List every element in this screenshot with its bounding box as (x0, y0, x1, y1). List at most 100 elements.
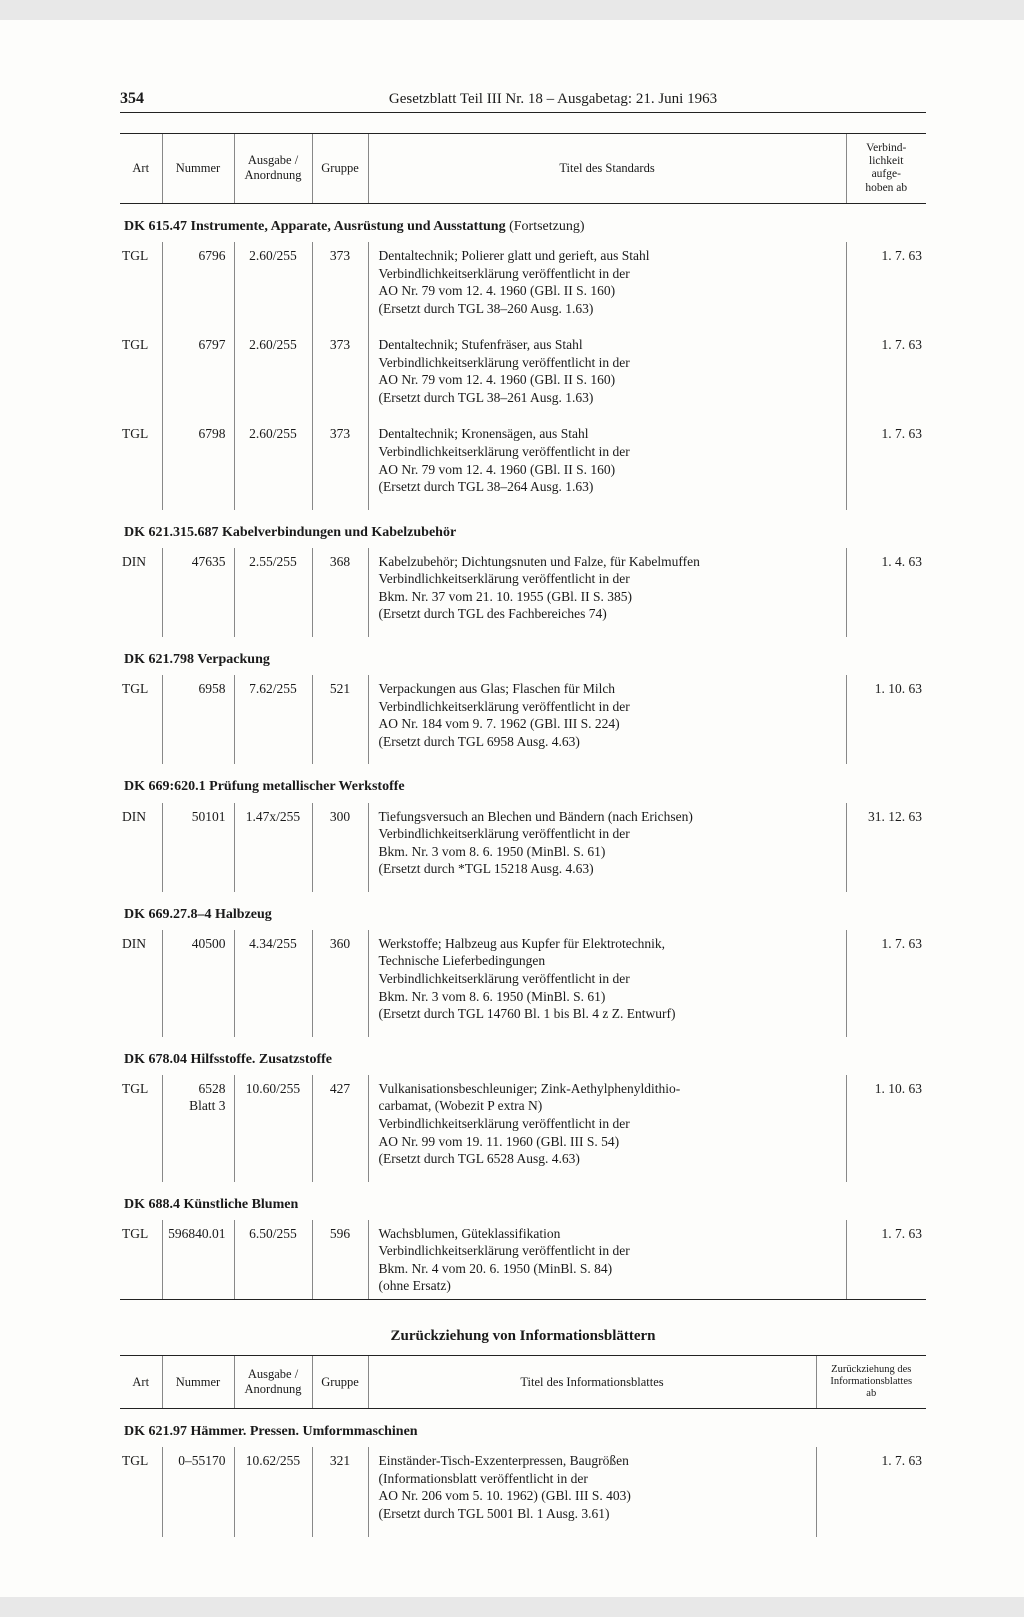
cell-titel: Verpackungen aus Glas; Flaschen für Milc… (368, 675, 846, 764)
cell-art: DIN (120, 803, 162, 892)
cell-verbind: 31. 12. 63 (846, 803, 926, 892)
cell-ausgabe: 2.60/255 (234, 331, 312, 420)
cell-nummer: 50101 (162, 803, 234, 892)
section-heading-row: DK 669:620.1 Prüfung metallischer Werkst… (120, 764, 926, 802)
cell-verbind: 1. 7. 63 (816, 1447, 926, 1536)
col-nummer: Nummer (162, 134, 234, 204)
col-ausgabe: Ausgabe / Anordnung (234, 1355, 312, 1408)
section-heading: DK 669:620.1 Prüfung metallischer Werkst… (120, 764, 926, 802)
cell-art: DIN (120, 930, 162, 1037)
col-gruppe: Gruppe (312, 1355, 368, 1408)
section-heading-row: DK 678.04 Hilfsstoffe. Zusatzstoffe (120, 1037, 926, 1075)
col-nummer: Nummer (162, 1355, 234, 1408)
col-titel: Titel des Standards (368, 134, 846, 204)
section-heading: DK 621.798 Verpackung (120, 637, 926, 675)
table-row: DIN405004.34/255360Werkstoffe; Halbzeug … (120, 930, 926, 1037)
page-header: 354 Gesetzblatt Teil III Nr. 18 – Ausgab… (120, 90, 926, 113)
cell-art: TGL (120, 1075, 162, 1182)
table-header: Art Nummer Ausgabe / Anordnung Gruppe Ti… (120, 134, 926, 204)
cell-gruppe: 373 (312, 331, 368, 420)
col-verbind: Zurückziehung des Informationsblattes ab (816, 1355, 926, 1408)
col-art: Art (120, 1355, 162, 1408)
cell-art: TGL (120, 1220, 162, 1300)
section-heading: DK 678.04 Hilfsstoffe. Zusatzstoffe (120, 1037, 926, 1075)
col-art: Art (120, 134, 162, 204)
cell-nummer: 47635 (162, 548, 234, 637)
cell-gruppe: 596 (312, 1220, 368, 1300)
cell-titel: Wachsblumen, Güteklassifikation Verbindl… (368, 1220, 846, 1300)
cell-verbind: 1. 10. 63 (846, 1075, 926, 1182)
cell-art: TGL (120, 675, 162, 764)
cell-gruppe: 360 (312, 930, 368, 1037)
info-table-header: Art Nummer Ausgabe / Anordnung Gruppe Ti… (120, 1355, 926, 1408)
cell-titel: Dentaltechnik; Polierer glatt und gerief… (368, 242, 846, 331)
document-page: 354 Gesetzblatt Teil III Nr. 18 – Ausgab… (0, 20, 1024, 1597)
cell-gruppe: 427 (312, 1075, 368, 1182)
cell-ausgabe: 6.50/255 (234, 1220, 312, 1300)
cell-art: TGL (120, 331, 162, 420)
table-row: TGL6528 Blatt 310.60/255427Vulkanisation… (120, 1075, 926, 1182)
cell-titel: Dentaltechnik; Stufenfräser, aus Stahl V… (368, 331, 846, 420)
cell-ausgabe: 7.62/255 (234, 675, 312, 764)
col-titel: Titel des Informationsblattes (368, 1355, 816, 1408)
table-row: TGL0–5517010.62/255321Einständer-Tisch-E… (120, 1447, 926, 1536)
cell-art: TGL (120, 420, 162, 509)
cell-art: TGL (120, 242, 162, 331)
header-title: Gesetzblatt Teil III Nr. 18 – Ausgabetag… (180, 91, 926, 108)
cell-titel: Vulkanisationsbeschleuniger; Zink-Aethyl… (368, 1075, 846, 1182)
table-body: DK 615.47 Instrumente, Apparate, Ausrüst… (120, 203, 926, 1299)
cell-gruppe: 521 (312, 675, 368, 764)
cell-gruppe: 373 (312, 420, 368, 509)
section-heading: DK 688.4 Künstliche Blumen (120, 1182, 926, 1220)
cell-nummer: 6958 (162, 675, 234, 764)
cell-verbind: 1. 10. 63 (846, 675, 926, 764)
cell-titel: Dentaltechnik; Kronensägen, aus Stahl Ve… (368, 420, 846, 509)
info-table: Art Nummer Ausgabe / Anordnung Gruppe Ti… (120, 1355, 926, 1537)
col-verbind: Verbind- lichkeit aufge- hoben ab (846, 134, 926, 204)
col-gruppe: Gruppe (312, 134, 368, 204)
section-heading: DK 615.47 Instrumente, Apparate, Ausrüst… (120, 203, 926, 242)
cell-art: DIN (120, 548, 162, 637)
section-heading-row: DK 621.798 Verpackung (120, 637, 926, 675)
section-heading: DK 621.315.687 Kabelverbindungen und Kab… (120, 510, 926, 548)
cell-verbind: 1. 7. 63 (846, 420, 926, 509)
cell-nummer: 596840.01 (162, 1220, 234, 1300)
cell-art: TGL (120, 1447, 162, 1536)
cell-verbind: 1. 4. 63 (846, 548, 926, 637)
cell-nummer: 6528 Blatt 3 (162, 1075, 234, 1182)
section-heading: DK 669.27.8–4 Halbzeug (120, 892, 926, 930)
cell-titel: Kabelzubehör; Dichtungsnuten und Falze, … (368, 548, 846, 637)
cell-ausgabe: 10.62/255 (234, 1447, 312, 1536)
cell-ausgabe: 2.55/255 (234, 548, 312, 637)
cell-titel: Werkstoffe; Halbzeug aus Kupfer für Elek… (368, 930, 846, 1037)
cell-titel: Tiefungsversuch an Blechen und Bändern (… (368, 803, 846, 892)
cell-ausgabe: 4.34/255 (234, 930, 312, 1037)
section-subtitle: Zurückziehung von Informationsblättern (120, 1328, 926, 1345)
section-heading-row: DK 669.27.8–4 Halbzeug (120, 892, 926, 930)
section-heading-row: DK 688.4 Künstliche Blumen (120, 1182, 926, 1220)
info-table-body: DK 621.97 Hämmer. Pressen. Umformmaschin… (120, 1409, 926, 1537)
table-row: DIN476352.55/255368Kabelzubehör; Dichtun… (120, 548, 926, 637)
table-row: TGL67982.60/255373Dentaltechnik; Kronens… (120, 420, 926, 509)
cell-gruppe: 300 (312, 803, 368, 892)
table-row: TGL67962.60/255373Dentaltechnik; Poliere… (120, 242, 926, 331)
cell-nummer: 6798 (162, 420, 234, 509)
col-ausgabe: Ausgabe / Anordnung (234, 134, 312, 204)
section-heading-row: DK 621.315.687 Kabelverbindungen und Kab… (120, 510, 926, 548)
cell-ausgabe: 2.60/255 (234, 420, 312, 509)
cell-nummer: 6796 (162, 242, 234, 331)
cell-nummer: 6797 (162, 331, 234, 420)
cell-gruppe: 321 (312, 1447, 368, 1536)
table-row: TGL67972.60/255373Dentaltechnik; Stufenf… (120, 331, 926, 420)
cell-nummer: 0–55170 (162, 1447, 234, 1536)
table-row: DIN501011.47x/255300Tiefungsversuch an B… (120, 803, 926, 892)
section-heading-row: DK 615.47 Instrumente, Apparate, Ausrüst… (120, 203, 926, 242)
cell-verbind: 1. 7. 63 (846, 1220, 926, 1300)
cell-verbind: 1. 7. 63 (846, 930, 926, 1037)
cell-ausgabe: 10.60/255 (234, 1075, 312, 1182)
cell-verbind: 1. 7. 63 (846, 242, 926, 331)
cell-verbind: 1. 7. 63 (846, 331, 926, 420)
cell-ausgabe: 1.47x/255 (234, 803, 312, 892)
cell-titel: Einständer-Tisch-Exzenterpressen, Baugrö… (368, 1447, 816, 1536)
table-row: TGL69587.62/255521Verpackungen aus Glas;… (120, 675, 926, 764)
